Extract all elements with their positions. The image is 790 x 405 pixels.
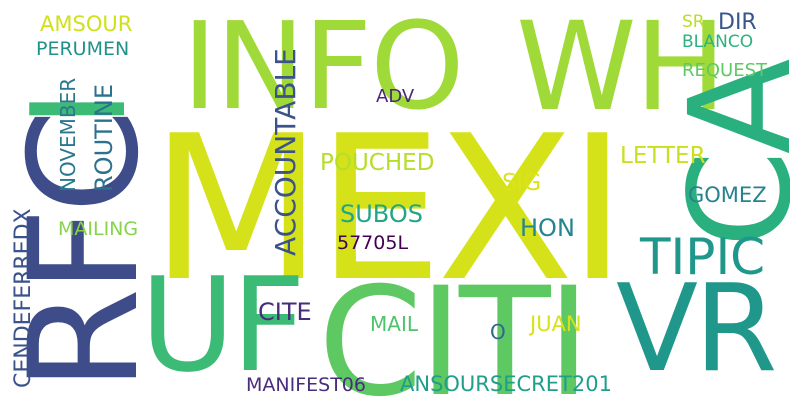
word-citi: CITI xyxy=(318,256,591,405)
word-amsour: AMSOUR xyxy=(40,12,133,36)
word-letter: LETTER xyxy=(620,143,706,169)
word-code: 57705L xyxy=(337,232,409,254)
word-routine: ROUTINE xyxy=(90,84,118,192)
word-uf: UF xyxy=(140,249,306,401)
word-vr: VR xyxy=(616,260,777,399)
word-accountable: ACCOUNTABLE xyxy=(269,48,302,256)
word-o: O xyxy=(490,320,506,344)
word-subos: SUBOS xyxy=(340,200,423,228)
word-gomez: GOMEZ xyxy=(688,183,767,207)
word-sr: SR xyxy=(682,12,705,32)
word-blanco: BLANCO xyxy=(682,32,754,52)
word-mexi: MEXI xyxy=(150,93,627,326)
word-manifest: MANIFEST06 xyxy=(246,374,366,396)
word-mail: MAIL xyxy=(370,312,418,336)
word-request: REQUEST xyxy=(682,60,768,81)
word-tipic: TIPIC xyxy=(640,228,766,286)
word-juan: JUAN xyxy=(530,312,582,336)
word-dir: DIR xyxy=(718,10,757,35)
word-adv: ADV xyxy=(376,86,415,107)
word-pouched: POUCHED xyxy=(320,150,435,176)
word-ansoursecret: ANSOURSECRET201 xyxy=(400,372,612,396)
word-cite: CITE xyxy=(258,298,312,326)
word-perumen: PERUMEN xyxy=(36,38,130,60)
word-mailing: MAILING xyxy=(58,218,139,240)
word-info: INFO xyxy=(182,0,465,137)
word-cendeferredx: CENDEFERREDX xyxy=(11,208,36,388)
word-november: NOVEMBER xyxy=(56,77,80,192)
word-hon: HON xyxy=(520,214,575,242)
word-sig: SIG xyxy=(502,170,542,196)
word-wh: WH xyxy=(516,0,726,138)
